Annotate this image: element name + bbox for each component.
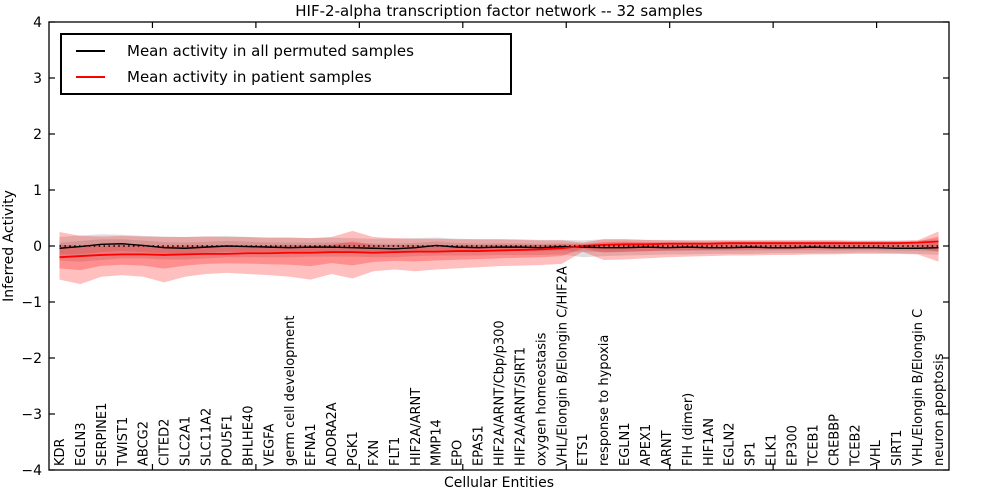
x-tick-label: APEX1	[639, 424, 654, 466]
x-tick-label: BHLHE40	[241, 406, 256, 466]
x-tick-label: ELK1	[765, 434, 780, 466]
x-tick-label: CREBBP	[827, 414, 842, 466]
x-tick-label: FLT1	[388, 437, 403, 466]
x-tick-label: TCEB1	[806, 424, 821, 467]
legend-box: Mean activity in all permuted samples Me…	[60, 33, 512, 95]
x-tick-label: TWIST1	[116, 417, 131, 467]
x-axis-label: Cellular Entities	[443, 475, 555, 491]
x-tick-label: EPO	[451, 440, 466, 466]
x-tick-label: EFNA1	[304, 423, 319, 466]
x-tick-label: SERPINE1	[95, 403, 110, 466]
x-tick-label: FIH (dimer)	[681, 393, 696, 466]
x-tick-label: VHL	[869, 439, 884, 466]
x-tick-label: HIF2A/ARNT/Cbp/p300	[493, 320, 508, 466]
x-tick-label: HIF2A/ARNT/SIRT1	[513, 347, 528, 466]
y-tick-label: 0	[33, 239, 42, 255]
x-tick-label: ETS1	[576, 433, 591, 466]
y-tick-label: −3	[21, 407, 42, 423]
y-tick-label: 1	[33, 183, 42, 199]
x-tick-label: EPAS1	[472, 425, 487, 466]
legend-item-permuted: Mean activity in all permuted samples	[76, 42, 510, 60]
x-tick-label: EP300	[786, 425, 801, 466]
y-tick-label: −1	[21, 295, 42, 311]
x-tick-label: SIRT1	[890, 430, 905, 466]
patient-band-inner	[59, 236, 939, 271]
y-axis-label: Inferred Activity	[1, 190, 17, 302]
x-tick-label: KDR	[53, 438, 68, 466]
permuted-line-swatch	[76, 50, 105, 53]
permuted-band-outer	[59, 234, 939, 262]
chart-title: HIF-2-alpha transcription factor network…	[295, 2, 703, 20]
x-tick-label: SLC11A2	[199, 408, 214, 466]
x-tick-label: ARNT	[660, 430, 675, 466]
x-tick-label: ABCG2	[137, 421, 152, 466]
legend-label: Mean activity in patient samples	[127, 67, 372, 86]
x-tick-label: HIF2A/ARNT	[409, 388, 424, 466]
y-tick-label: −2	[21, 351, 42, 367]
x-tick-label: MMP14	[430, 419, 445, 466]
legend-item-patient: Mean activity in patient samples	[76, 68, 510, 86]
x-tick-label: FXN	[367, 440, 382, 466]
patient-mean-line	[59, 240, 939, 259]
x-tick-label: oxygen homeostasis	[534, 332, 549, 466]
permuted-mean-line	[59, 243, 939, 250]
x-tick-label: EGLN2	[723, 422, 738, 466]
x-tick-label: CITED2	[158, 419, 173, 466]
x-tick-label: PGK1	[346, 431, 361, 466]
x-tick-label: ADORA2A	[325, 402, 340, 466]
x-tick-label: EGLN1	[618, 422, 633, 466]
x-tick-label: germ cell development	[283, 316, 298, 466]
x-tick-label: POU5F1	[220, 414, 235, 466]
x-tick-label: VEGFA	[262, 424, 277, 466]
x-tick-label: SP1	[744, 442, 759, 466]
x-tick-label: EGLN3	[74, 422, 89, 466]
x-tick-label: VHL/Elongin B/Elongin C/HIF2A	[555, 266, 570, 466]
y-tick-label: −4	[21, 463, 42, 479]
legend-label: Mean activity in all permuted samples	[127, 42, 414, 61]
x-tick-label: TCEB2	[848, 424, 863, 467]
y-tick-label: 3	[33, 71, 42, 87]
x-tick-label: neuron apoptosis	[932, 353, 947, 466]
patient-line-swatch	[76, 75, 105, 78]
x-tick-label: HIF1AN	[702, 418, 717, 466]
x-tick-label: SLC2A1	[179, 416, 194, 466]
y-tick-label: 4	[33, 15, 42, 31]
x-tick-label: response to hypoxia	[597, 335, 612, 466]
y-tick-label: 2	[33, 127, 42, 143]
x-tick-label: VHL/Elongin B/Elongin C	[911, 309, 926, 466]
